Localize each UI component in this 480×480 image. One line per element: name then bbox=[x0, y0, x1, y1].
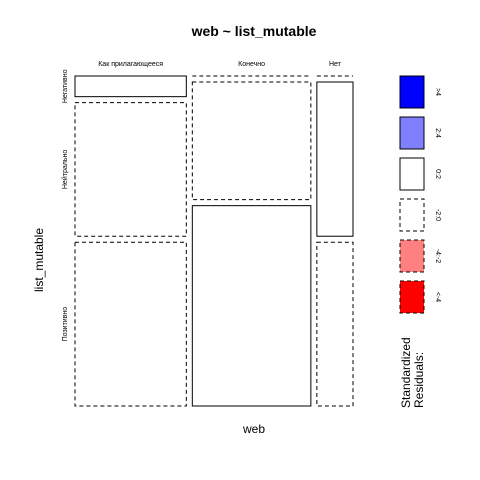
tile-конечно-нейтрально bbox=[191, 81, 312, 201]
legend-swatch-4 bbox=[399, 239, 425, 273]
row-label-позитивно: Позитивно bbox=[62, 307, 69, 342]
legend-title-line1: Standardized bbox=[399, 337, 413, 408]
legend-swatch-0 bbox=[399, 75, 425, 109]
residuals-legend: >4 2:4 0:2 -2:0 -4:-2 <-4 bbox=[399, 75, 441, 314]
column-label-нет: Нет bbox=[329, 61, 342, 68]
legend-swatch-1 bbox=[399, 116, 425, 150]
legend-label-0: >4 bbox=[434, 88, 441, 96]
tile-как-прилагающееся-позитивно bbox=[74, 241, 187, 407]
column-label-как-прилагающееся: Как прилагающееся bbox=[98, 61, 163, 68]
x-axis-label: web bbox=[242, 422, 265, 436]
column-label-конечно: Конечно bbox=[238, 61, 265, 68]
legend-label-2: 0:2 bbox=[434, 169, 441, 179]
legend-swatch-2 bbox=[399, 157, 425, 191]
row-label-негативно: Негативно bbox=[62, 69, 69, 103]
column-labels: Как прилагающееся Конечно Нет bbox=[98, 61, 341, 68]
tile-нет-позитивно bbox=[316, 241, 354, 407]
row-label-нейтрально: Нейтрально bbox=[61, 150, 69, 189]
tile-как-прилагающееся-нейтрально bbox=[74, 102, 187, 237]
legend-label-4: -4:-2 bbox=[434, 249, 441, 264]
tile-как-прилагающееся-негативно bbox=[74, 75, 187, 98]
y-axis-label: list_mutable bbox=[32, 228, 46, 292]
legend-label-3: -2:0 bbox=[434, 209, 441, 221]
mosaic-tiles bbox=[74, 75, 354, 407]
chart-title: web ~ list_mutable bbox=[191, 23, 317, 39]
legend-title-line2: Residuals: bbox=[412, 352, 426, 408]
tile-конечно-позитивно bbox=[191, 205, 312, 407]
row-labels: Негативно Нейтрально Позитивно bbox=[61, 69, 69, 341]
legend-swatch-3 bbox=[399, 198, 425, 232]
legend-label-1: 2:4 bbox=[434, 128, 441, 138]
tile-нет-нейтрально bbox=[316, 81, 354, 237]
legend-label-5: <-4 bbox=[434, 292, 441, 302]
legend-swatch-5 bbox=[399, 280, 425, 314]
